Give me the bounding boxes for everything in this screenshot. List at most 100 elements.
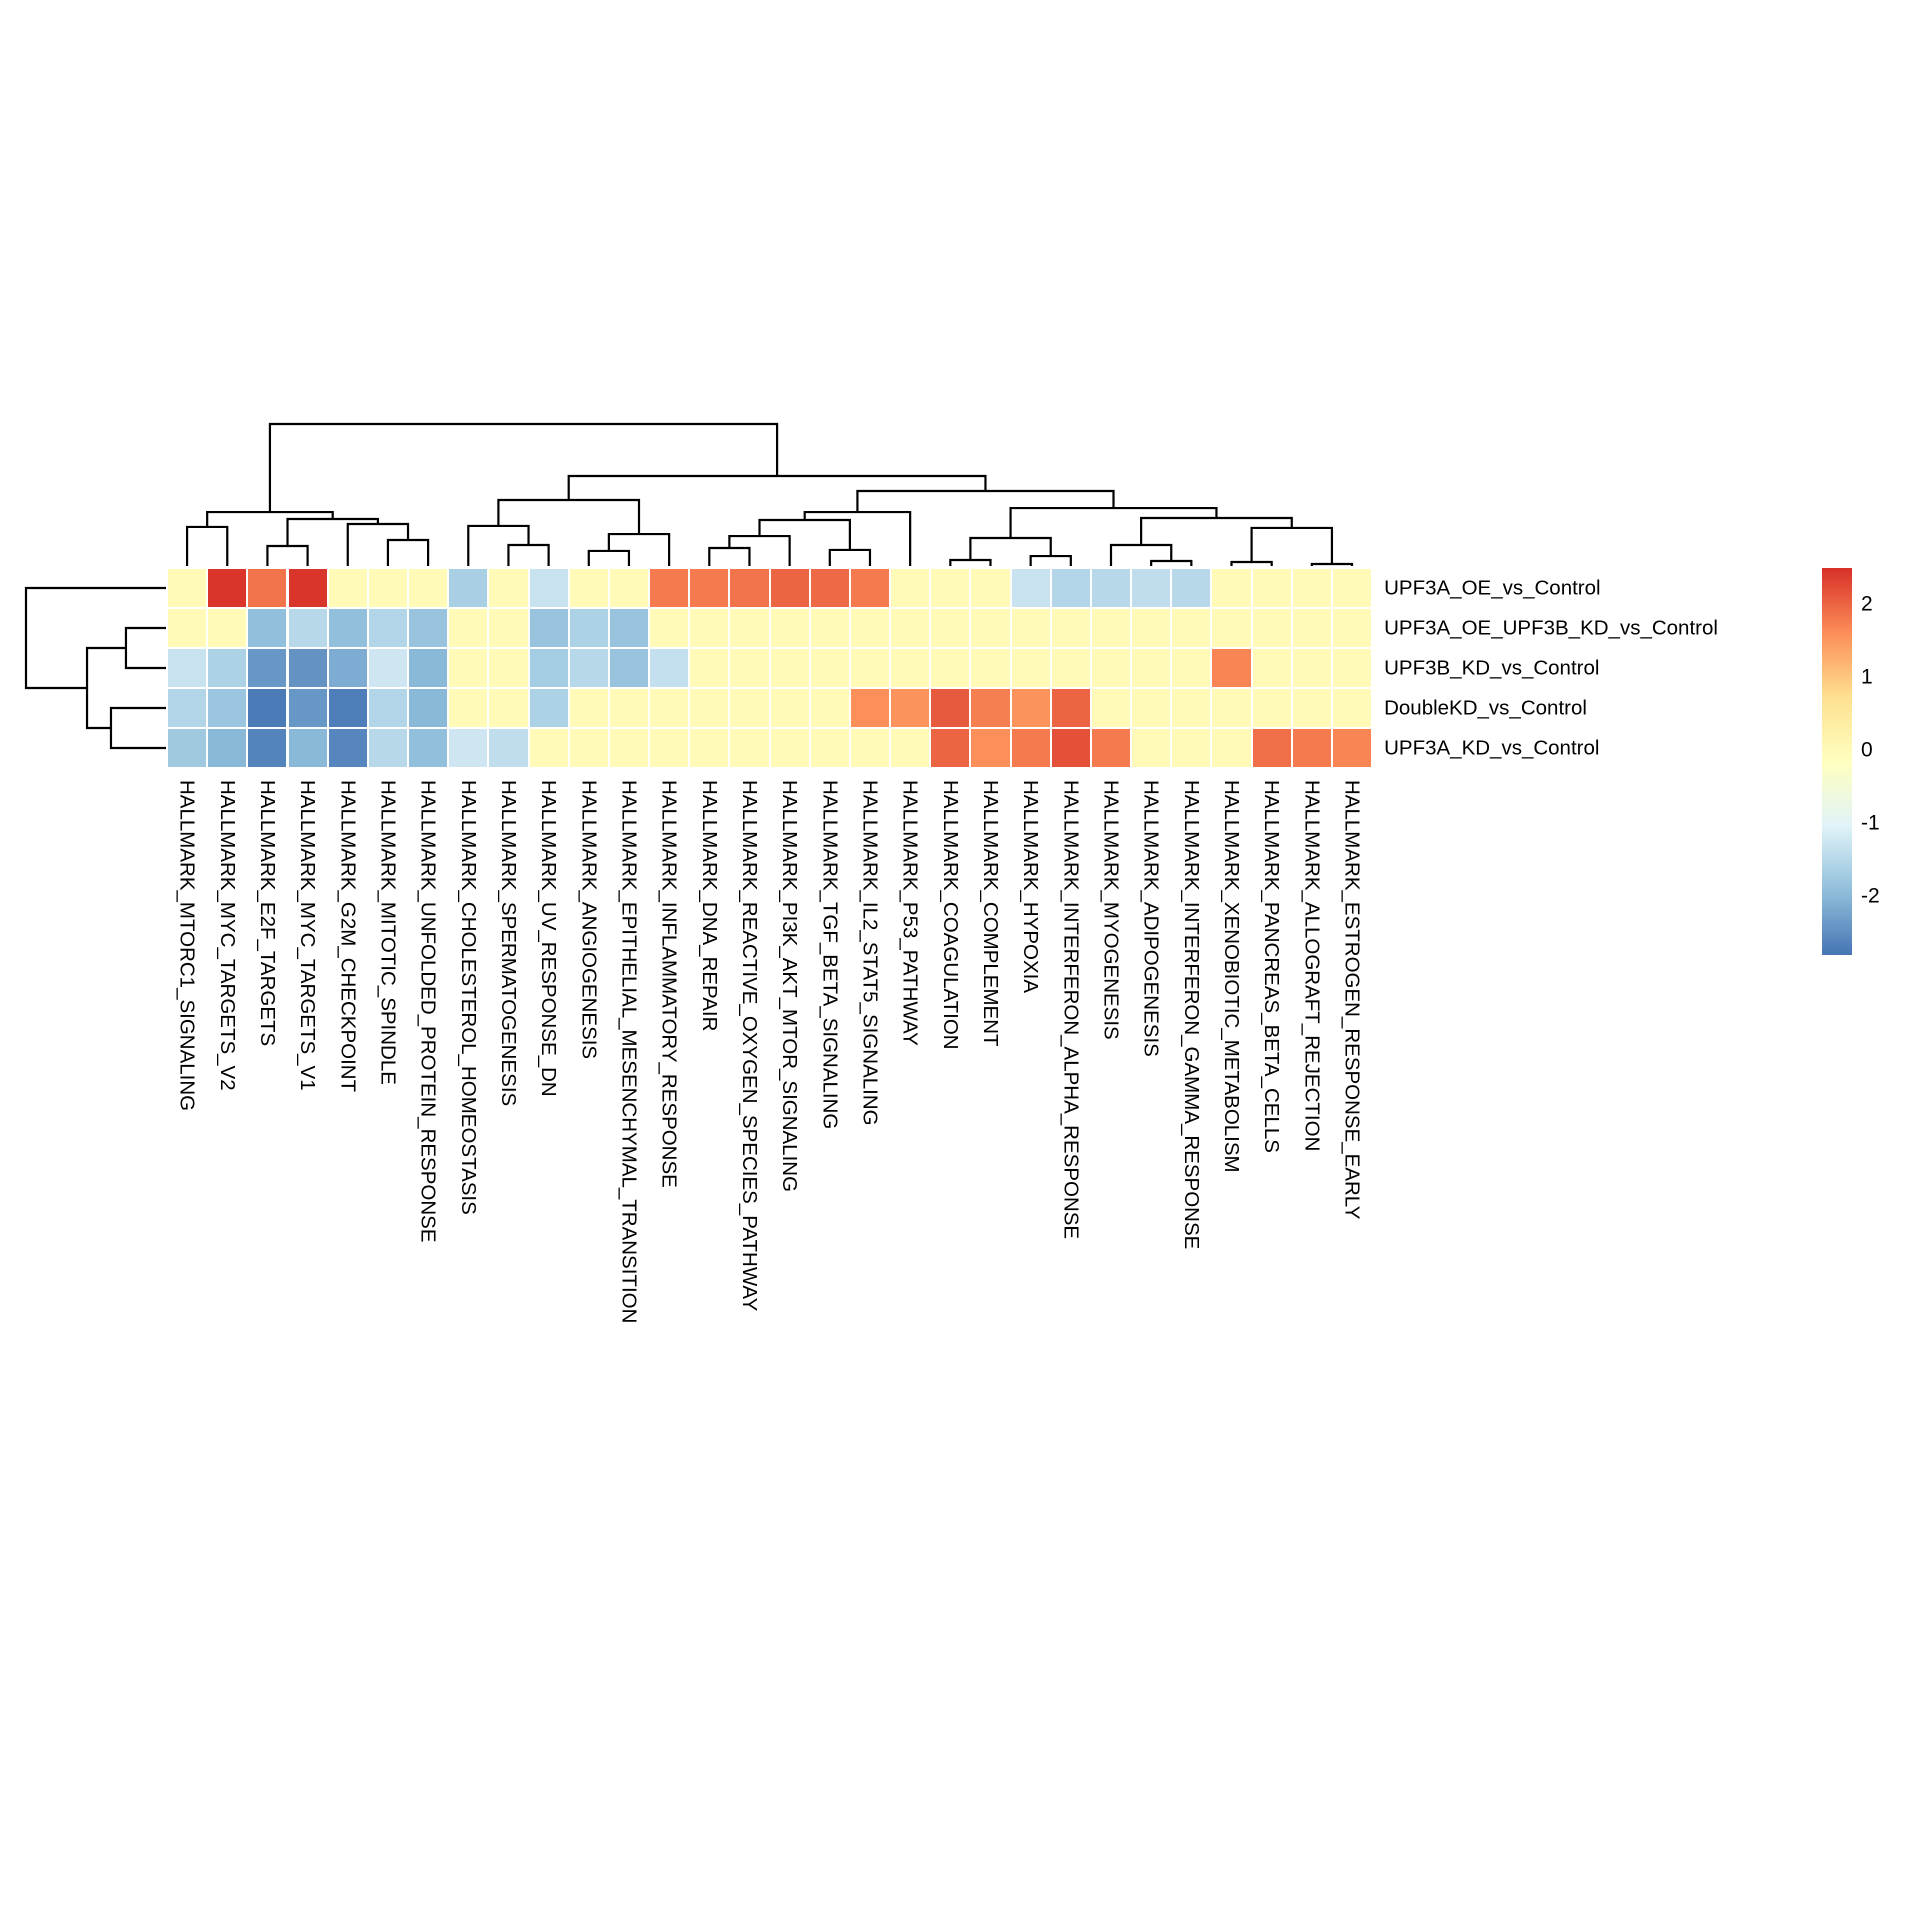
- heatmap-cell: [569, 649, 608, 687]
- heatmap-cell: [609, 689, 649, 727]
- heatmap-cell: [1332, 689, 1372, 727]
- heatmap-cell: [449, 689, 488, 727]
- heatmap-cell: [1132, 569, 1171, 607]
- heatmap-cell: [168, 569, 207, 607]
- row-label: UPF3A_OE_UPF3B_KD_vs_Control: [1384, 617, 1718, 640]
- heatmap-cell: [1212, 609, 1251, 647]
- heatmap-cell: [409, 689, 448, 727]
- heatmap-cell: [288, 729, 327, 767]
- heatmap-cell: [1091, 569, 1131, 607]
- heatmap-cell: [1172, 729, 1211, 767]
- heatmap-cell: [1051, 569, 1090, 607]
- heatmap-cell: [168, 729, 207, 767]
- heatmap-cell: [569, 609, 608, 647]
- col-label: HALLMARK_ESTROGEN_RESPONSE_EARLY: [1341, 780, 1364, 1220]
- heatmap-cell: [1091, 689, 1131, 727]
- col-dendrogram-branch: [1140, 516, 1293, 545]
- col-label: HALLMARK_MYOGENESIS: [1099, 780, 1122, 1040]
- heatmap-cell: [1091, 649, 1131, 687]
- heatmap-cell: [1011, 729, 1050, 767]
- col-label: HALLMARK_IL2_STAT5_SIGNALING: [858, 780, 881, 1126]
- heatmap-cell: [931, 649, 970, 687]
- legend-gradient-bar: [1822, 568, 1852, 955]
- heatmap-cell: [368, 609, 407, 647]
- heatmap-cell: [328, 609, 367, 647]
- heatmap-cell: [770, 649, 809, 687]
- col-label: HALLMARK_P53_PATHWAY: [899, 780, 922, 1046]
- col-label: HALLMARK_PANCREAS_BETA_CELLS: [1260, 780, 1283, 1153]
- col-dendrogram-branch: [346, 522, 410, 566]
- heatmap-cell: [328, 729, 367, 767]
- legend-tick-label: -2: [1861, 884, 1880, 908]
- heatmap-cell: [850, 729, 890, 767]
- heatmap-cell: [1051, 609, 1090, 647]
- heatmap-cell: [449, 569, 488, 607]
- heatmap-cell: [409, 569, 448, 607]
- heatmap-cell: [850, 689, 890, 727]
- heatmap-cell: [248, 729, 287, 767]
- heatmap-cell: [1292, 649, 1331, 687]
- heatmap-cell: [288, 569, 327, 607]
- heatmap-cell: [690, 649, 729, 687]
- heatmap-cell: [1332, 729, 1372, 767]
- heatmap-cell: [288, 689, 327, 727]
- col-label: HALLMARK_DNA_REPAIR: [698, 780, 721, 1031]
- col-label: HALLMARK_HYPOXIA: [1019, 780, 1042, 993]
- heatmap-cell: [1292, 609, 1331, 647]
- col-label: HALLMARK_SPERMATOGENESIS: [497, 780, 520, 1106]
- heatmap-cell: [690, 729, 729, 767]
- heatmap-cell: [931, 729, 970, 767]
- col-dendrogram-branch: [268, 422, 779, 513]
- col-dendrogram-branch: [587, 549, 631, 566]
- row-dendrogram-branch: [85, 646, 126, 730]
- col-dendrogram-branch: [567, 474, 987, 500]
- heatmap-cell: [529, 729, 568, 767]
- heatmap-cell: [770, 569, 809, 607]
- heatmap-cell: [891, 609, 930, 647]
- heatmap-cell: [328, 649, 367, 687]
- col-dendrogram-branch: [497, 498, 641, 535]
- heatmap-cell: [609, 729, 649, 767]
- col-dendrogram-branch: [1310, 562, 1354, 566]
- row-label: UPF3B_KD_vs_Control: [1384, 657, 1599, 680]
- heatmap-cell: [1172, 569, 1211, 607]
- heatmap-cell: [650, 689, 689, 727]
- col-dendrogram-branch: [266, 544, 309, 566]
- heatmap-cell: [810, 689, 849, 727]
- heatmap-cell: [850, 569, 890, 607]
- heatmap-cell: [248, 649, 287, 687]
- heatmap-cell: [609, 609, 649, 647]
- heatmap-cell: [1132, 609, 1171, 647]
- col-dendrogram-branch: [185, 525, 229, 566]
- row-dendrogram-branch: [124, 626, 166, 670]
- col-label: HALLMARK_E2F_TARGETS: [256, 780, 279, 1046]
- heatmap-cell: [208, 569, 247, 607]
- col-label: HALLMARK_ALLOGRAFT_REJECTION: [1300, 780, 1323, 1151]
- col-dendrogram-branch: [1230, 560, 1273, 566]
- heatmap-cell: [449, 609, 488, 647]
- col-label: HALLMARK_MITOTIC_SPINDLE: [376, 780, 399, 1085]
- legend-tick-label: -1: [1861, 811, 1880, 835]
- heatmap-cell: [409, 609, 448, 647]
- row-dendrogram-branch: [24, 586, 166, 690]
- heatmap-cell: [891, 569, 930, 607]
- heatmap-cell: [1172, 649, 1211, 687]
- heatmap-cell: [529, 689, 568, 727]
- heatmap-cell: [730, 609, 769, 647]
- heatmap-cell: [1011, 649, 1050, 687]
- heatmap-cell: [248, 609, 287, 647]
- heatmap-cell: [650, 649, 689, 687]
- col-label: HALLMARK_INTERFERON_ALPHA_RESPONSE: [1059, 780, 1082, 1239]
- legend-tick-label: 2: [1861, 592, 1873, 616]
- heatmap-cell: [650, 569, 689, 607]
- col-dendrogram-branch: [386, 538, 430, 566]
- heatmap-cell: [650, 729, 689, 767]
- col-dendrogram-branch: [1009, 506, 1218, 539]
- row-label: DoubleKD_vs_Control: [1384, 697, 1587, 720]
- heatmap-cell: [208, 689, 247, 727]
- col-label: HALLMARK_UV_RESPONSE_DN: [537, 780, 560, 1097]
- row-dendrogram-branch: [109, 706, 166, 750]
- heatmap-cell: [529, 609, 568, 647]
- heatmap-cell: [489, 569, 528, 607]
